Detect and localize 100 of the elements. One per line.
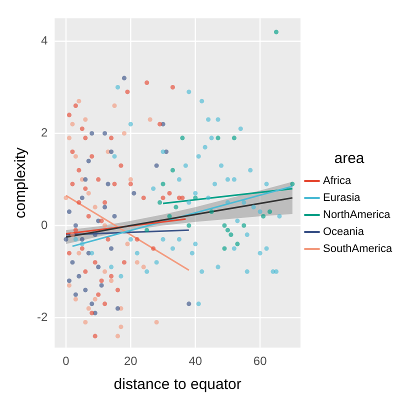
point	[264, 182, 269, 186]
point	[157, 122, 162, 126]
point	[99, 278, 104, 284]
point	[261, 214, 266, 219]
y-tick-label: 4	[40, 34, 48, 48]
y-tick-label: 0	[40, 218, 48, 232]
point	[86, 306, 91, 311]
point	[244, 269, 250, 274]
point	[144, 228, 150, 232]
point	[202, 144, 208, 150]
point	[86, 158, 91, 164]
point	[73, 292, 78, 297]
point	[76, 274, 82, 278]
x-tick-label: 20	[124, 354, 138, 368]
point	[190, 250, 194, 256]
point	[92, 296, 98, 302]
x-tick-label: 0	[62, 354, 70, 368]
point	[180, 136, 185, 140]
point	[144, 80, 150, 85]
point	[66, 278, 72, 284]
point	[258, 250, 262, 256]
point	[154, 320, 159, 325]
point	[232, 136, 236, 140]
point	[277, 214, 282, 219]
point	[108, 264, 114, 270]
point	[108, 246, 114, 251]
point	[122, 131, 127, 136]
point	[167, 190, 172, 196]
point	[80, 237, 84, 242]
point	[232, 246, 236, 251]
point	[70, 122, 75, 126]
point	[174, 204, 178, 210]
y-axis-title: complexity	[12, 146, 30, 218]
point	[170, 168, 176, 173]
point	[112, 214, 117, 219]
point	[83, 117, 88, 122]
point	[125, 242, 130, 246]
x-axis-title: distance to equator	[114, 376, 242, 394]
point	[99, 218, 104, 224]
point	[209, 136, 214, 140]
point	[244, 232, 250, 238]
point	[216, 264, 220, 270]
point	[90, 131, 94, 136]
point	[154, 260, 159, 265]
point	[83, 269, 88, 274]
point	[186, 90, 192, 94]
point	[148, 117, 152, 122]
point	[83, 288, 88, 292]
point	[290, 182, 295, 186]
point	[70, 232, 75, 238]
point	[122, 76, 127, 80]
point	[83, 320, 88, 325]
point	[170, 246, 176, 251]
legend-title: area	[334, 150, 365, 168]
point	[242, 223, 246, 228]
point	[251, 204, 256, 210]
point	[102, 204, 108, 210]
point	[193, 242, 198, 246]
point	[264, 246, 269, 251]
point	[235, 218, 240, 224]
point	[115, 288, 120, 292]
point	[102, 131, 108, 136]
point	[92, 232, 98, 238]
point	[73, 154, 78, 159]
point	[170, 85, 176, 90]
point	[186, 200, 192, 205]
point	[128, 122, 133, 126]
point	[76, 168, 82, 173]
point	[128, 182, 133, 186]
point	[128, 237, 133, 242]
point	[128, 177, 133, 182]
legend-label: Africa	[323, 175, 352, 188]
point	[274, 30, 279, 34]
point	[96, 177, 101, 182]
point	[222, 223, 227, 228]
point	[118, 324, 124, 330]
point	[160, 150, 166, 154]
point	[70, 150, 75, 154]
point	[108, 150, 114, 154]
y-tick-label: 2	[40, 126, 48, 140]
point	[176, 177, 182, 182]
point	[212, 182, 218, 186]
point	[180, 196, 185, 200]
point	[66, 283, 72, 288]
point	[73, 103, 78, 108]
point	[141, 264, 146, 270]
point	[218, 163, 224, 168]
point	[134, 260, 140, 265]
point	[206, 117, 211, 122]
point	[242, 200, 246, 205]
point	[115, 85, 120, 90]
x-tick-label: 60	[253, 354, 268, 368]
point	[267, 209, 272, 214]
x-tick-label: 40	[188, 354, 202, 368]
point	[238, 126, 243, 132]
point	[193, 190, 198, 196]
legend-label: SouthAmerica	[323, 243, 393, 256]
legend-label: Eurasia	[323, 192, 362, 204]
point	[200, 269, 204, 274]
point	[134, 237, 140, 242]
